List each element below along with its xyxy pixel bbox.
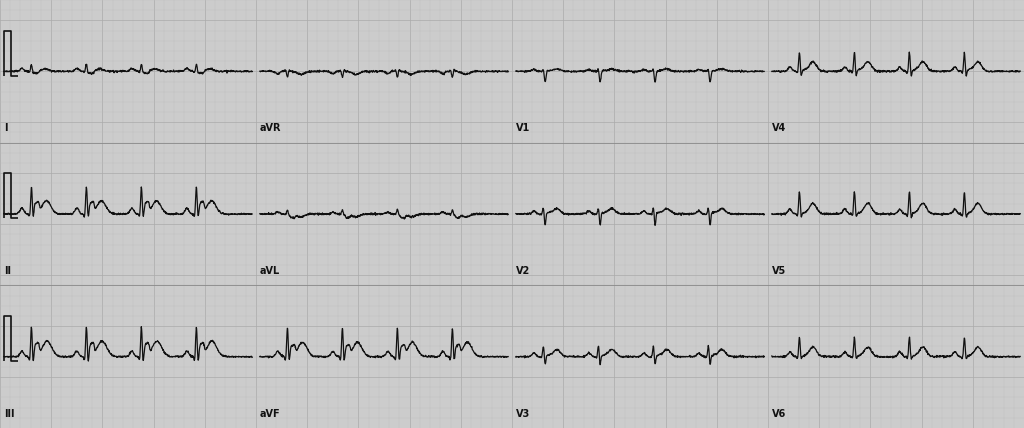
Text: V2: V2 [516, 266, 530, 276]
Text: aVF: aVF [260, 409, 281, 419]
Text: V4: V4 [772, 123, 786, 133]
Text: V1: V1 [516, 123, 530, 133]
Text: V6: V6 [772, 409, 786, 419]
Text: aVR: aVR [260, 123, 282, 133]
Text: aVL: aVL [260, 266, 281, 276]
Text: III: III [4, 409, 14, 419]
Text: II: II [4, 266, 11, 276]
Text: V5: V5 [772, 266, 786, 276]
Text: I: I [4, 123, 7, 133]
Text: V3: V3 [516, 409, 530, 419]
